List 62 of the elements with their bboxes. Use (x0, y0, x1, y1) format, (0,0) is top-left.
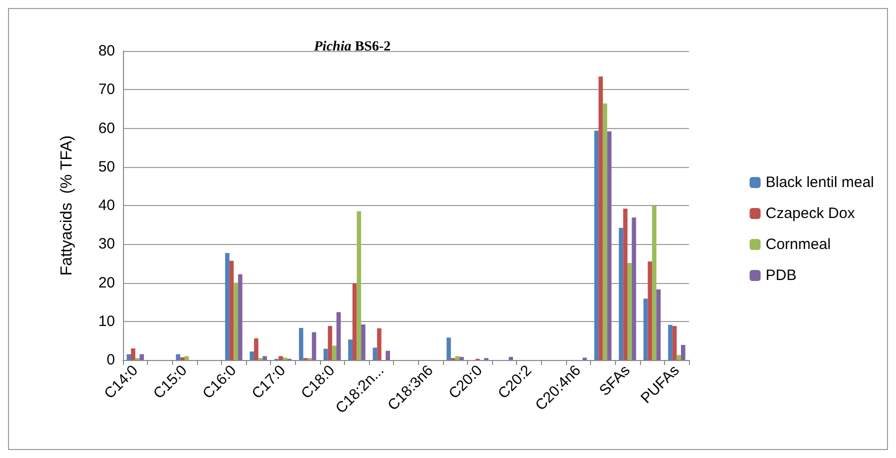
bar (656, 289, 661, 360)
y-tick-label: 60 (98, 120, 115, 137)
chart-title: Pichia BS6-2 (314, 40, 391, 54)
y-tick-label: 10 (98, 312, 115, 330)
bar (602, 104, 608, 360)
bar (632, 217, 636, 360)
bar (672, 326, 677, 360)
bar (324, 348, 328, 360)
bar (234, 282, 238, 360)
bar (643, 298, 648, 360)
bar (348, 340, 352, 360)
legend-label: Cornmeal (766, 236, 831, 253)
bar (250, 352, 254, 360)
y-tick-label: 80 (98, 42, 115, 60)
bar (278, 356, 283, 360)
bar (328, 326, 332, 360)
bar (332, 346, 336, 360)
bar (676, 354, 681, 360)
bar (652, 206, 656, 360)
legend-label: Black lentil meal (766, 174, 874, 191)
bar (508, 356, 514, 360)
bar (361, 324, 366, 360)
bar (455, 356, 460, 360)
bar (312, 332, 316, 360)
y-tick-label: 50 (98, 158, 115, 176)
bar (238, 274, 242, 360)
legend-label: Czapeck Dox (766, 205, 856, 222)
bar (648, 262, 652, 360)
bar (225, 253, 230, 360)
bar (681, 344, 686, 360)
bar (668, 324, 672, 360)
bar (618, 228, 624, 360)
bar (372, 348, 378, 360)
y-axis-title: Fattyacids (% TFA) (58, 135, 76, 276)
bar (298, 328, 304, 360)
bar (352, 284, 357, 360)
bar (377, 328, 382, 360)
bar (184, 356, 189, 360)
bar (627, 263, 632, 360)
bar (623, 208, 628, 360)
bar (607, 131, 612, 360)
bar (131, 348, 136, 360)
y-tick-label: 30 (98, 236, 115, 253)
bar (460, 356, 464, 360)
y-tick-label: 20 (98, 274, 115, 292)
bar (140, 354, 144, 360)
bar (356, 211, 362, 360)
bar (254, 338, 258, 360)
y-tick-label: 0 (106, 352, 115, 368)
legend-label: PDB (766, 267, 796, 284)
bar (180, 357, 185, 360)
bar (336, 312, 341, 360)
bar (262, 356, 267, 360)
bar (598, 76, 603, 360)
bar (446, 338, 451, 360)
bar (386, 350, 390, 360)
bar (126, 354, 131, 360)
y-tick-label: 40 (98, 197, 115, 214)
bar (176, 354, 180, 360)
bar (594, 130, 599, 360)
bar (229, 260, 234, 360)
y-tick-label: 70 (98, 81, 115, 98)
